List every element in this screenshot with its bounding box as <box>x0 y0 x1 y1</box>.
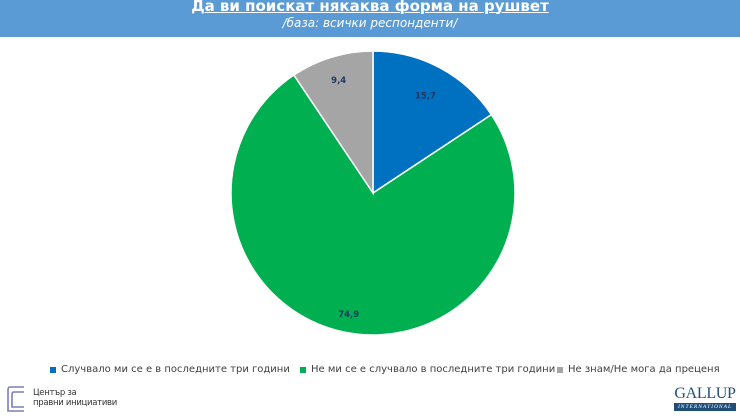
legend-item-dont-know: Не знам/Не мога да преценя <box>557 364 720 375</box>
cli-logo-icon <box>7 386 24 412</box>
slice-happened <box>372 50 493 195</box>
legend-swatch-blue <box>50 366 56 373</box>
gallup-international-bar: INTERNATIONAL <box>674 403 736 411</box>
gallup-word: GALLUP <box>674 385 736 402</box>
chart-title: Да ви поискат някаква форма на рушвет <box>191 0 549 15</box>
pie-value-label: 15,7 <box>415 91 436 101</box>
legend-item-happened: Случвало ми се е в последните три години <box>50 364 290 375</box>
chart-legend: Случвало ми се е в последните три години… <box>0 364 740 380</box>
legend-label: Не знам/Не мога да преценя <box>568 364 720 375</box>
slice-dont-know <box>292 50 374 196</box>
chart-header: Да ви поискат някаква форма на рушвет /б… <box>0 0 740 37</box>
pie-value-label: 74,9 <box>338 310 359 320</box>
slice-not-happened <box>230 74 516 336</box>
cli-logo-line2: правни инициативи <box>33 398 117 408</box>
chart-subtitle: /база: всички респонденти/ <box>282 16 458 30</box>
legend-label: Случвало ми се е в последните три години <box>61 364 290 375</box>
legend-label: Не ми се е случвало в последните три год… <box>311 364 556 375</box>
legend-swatch-gray <box>557 366 563 373</box>
legend-item-not-happened: Не ми се е случвало в последните три год… <box>300 364 555 375</box>
cli-logo-text: Център за правни инициативи <box>33 388 117 408</box>
pie-value-label: 9,4 <box>331 76 346 86</box>
pie-slices <box>230 50 516 336</box>
legend-swatch-green <box>300 366 306 373</box>
pie-value-labels: 15,7 74,9 9,4 <box>331 76 436 320</box>
gallup-international-logo: GALLUP INTERNATIONAL <box>672 385 738 413</box>
center-for-legal-initiatives-logo: Център за правни инициативи <box>6 384 156 414</box>
cli-logo-line1: Център за <box>33 388 77 398</box>
